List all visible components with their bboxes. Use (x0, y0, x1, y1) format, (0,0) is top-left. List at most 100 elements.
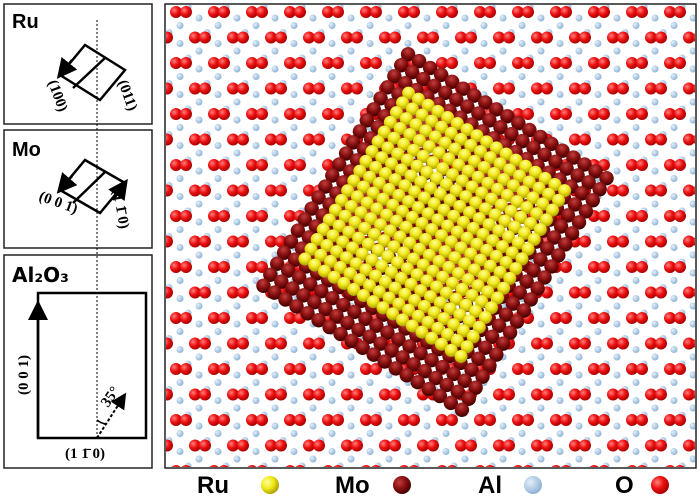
o-atom (607, 286, 619, 299)
ru-atom (520, 201, 534, 215)
ru-atom (408, 293, 422, 307)
al-atom (575, 371, 583, 379)
al-atom (271, 149, 279, 157)
ru-atom (477, 160, 491, 174)
al-atom (290, 22, 298, 29)
al-atom (366, 40, 374, 47)
mo-atom (384, 343, 399, 358)
ru-atom (369, 160, 383, 174)
o-atom (522, 363, 534, 375)
al-atom (670, 22, 678, 29)
ru-atom (466, 221, 480, 235)
al-atom (233, 455, 241, 463)
ru-atom (406, 143, 420, 157)
o-atom (332, 108, 344, 120)
ru-atom (413, 242, 427, 256)
al-atom (651, 302, 659, 310)
al-atom (290, 328, 298, 335)
ru-atom (476, 227, 490, 241)
al-atom (252, 73, 260, 80)
al-atom (347, 455, 355, 463)
al-atom (195, 455, 203, 463)
ru-atom (465, 180, 479, 194)
o-atom (170, 261, 182, 273)
ru-atom (409, 118, 423, 132)
mo-atom (300, 306, 315, 321)
al-atom (252, 244, 260, 251)
o-atom (265, 133, 277, 146)
o-atom (409, 465, 419, 467)
o-atom (237, 388, 249, 401)
al-atom (158, 48, 165, 55)
o-atom (332, 57, 344, 69)
mo-atom (413, 346, 428, 361)
al-atom (290, 346, 298, 353)
ru-atom (413, 134, 427, 148)
al-atom (651, 167, 659, 175)
o-atom (199, 133, 211, 146)
al-atom (385, 14, 393, 22)
al-atom (651, 251, 659, 259)
o-atom (170, 57, 182, 69)
ru-atom (304, 242, 318, 256)
o-atom (379, 388, 391, 401)
al-atom (347, 353, 355, 361)
ru-atom (450, 334, 464, 348)
al-atom (651, 47, 659, 55)
al-atom (176, 328, 184, 335)
o-atom (531, 337, 543, 350)
o-atom (247, 465, 257, 467)
al-atom (404, 40, 412, 47)
al-atom (271, 47, 279, 55)
al-atom (632, 91, 640, 98)
o-atom (550, 6, 562, 18)
o-atom (371, 465, 381, 467)
ru-atom (333, 261, 347, 275)
ru-atom (469, 196, 483, 210)
o-atom (655, 439, 667, 452)
ru-atom (411, 92, 425, 106)
al-atom (404, 397, 412, 404)
mo-atom (256, 278, 271, 293)
mo-atom (405, 64, 420, 80)
ru-atom (482, 218, 496, 232)
o-atom (170, 414, 182, 426)
al-atom (347, 116, 355, 124)
ru-atom (393, 121, 407, 135)
o-atom (579, 235, 591, 248)
o-atom (332, 363, 344, 375)
al-atom (594, 124, 602, 131)
ru-atom (417, 191, 431, 205)
o-atom (617, 286, 629, 299)
ru-atom (369, 269, 383, 283)
ru-atom (425, 223, 439, 237)
o-atom (579, 388, 591, 401)
panel-label: Ru (12, 11, 39, 33)
ru-atom (517, 226, 531, 240)
o-atom (475, 465, 485, 467)
al-atom (670, 91, 678, 98)
al-atom (214, 295, 222, 302)
o-atom (360, 57, 372, 69)
o-atom (579, 439, 591, 452)
al-atom (670, 328, 678, 335)
mo-atom (468, 380, 483, 395)
ru-atom (372, 176, 386, 190)
al-atom (271, 200, 279, 208)
ru-atom (415, 217, 429, 231)
al-atom (423, 455, 431, 463)
ru-atom (378, 275, 392, 289)
o-atom (626, 363, 638, 375)
al-atom (651, 353, 659, 361)
al-atom (233, 14, 241, 22)
o-atom (151, 134, 163, 146)
mo-atom (380, 80, 395, 95)
ru-atom (354, 206, 368, 220)
o-atom (294, 57, 306, 69)
o-atom (208, 261, 220, 273)
ru-atom (378, 167, 392, 181)
al-atom (518, 22, 526, 29)
o-atom (284, 363, 296, 375)
al-atom (233, 200, 241, 208)
o-atom (626, 414, 638, 426)
